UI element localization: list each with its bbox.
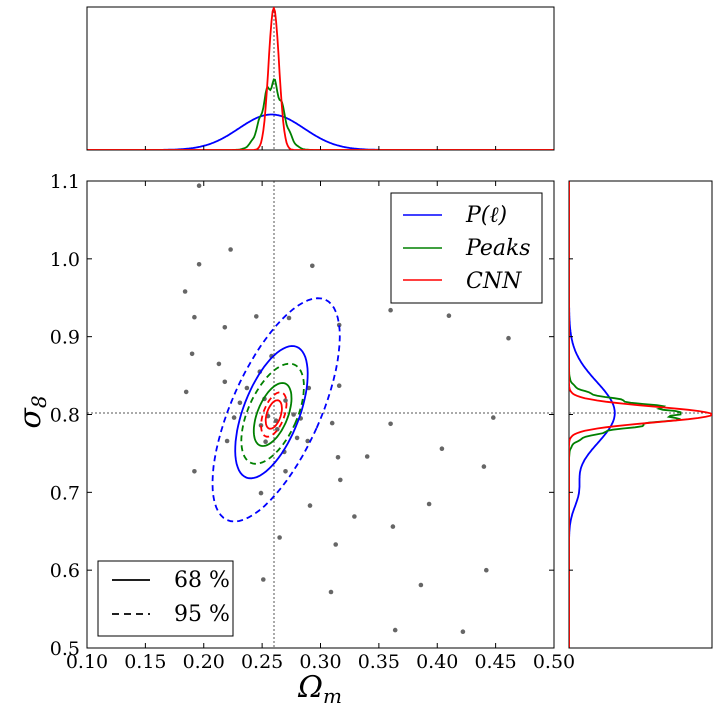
- scatter-point: [192, 469, 197, 474]
- scatter-point: [182, 289, 188, 294]
- right-marginal-panel: [568, 180, 713, 649]
- scatter-point: [328, 589, 334, 595]
- scatter-point: [352, 514, 357, 519]
- scatter-point: [258, 490, 264, 496]
- x-axis-label: Ωm: [297, 670, 342, 708]
- y-axis-label: σ8: [13, 395, 51, 428]
- scatter-point: [491, 415, 496, 420]
- scatter-point: [222, 379, 228, 385]
- scatter-point: [390, 524, 396, 529]
- contour-cnn-68: [264, 399, 283, 430]
- scatter-point: [291, 412, 296, 417]
- scatter-point: [481, 464, 487, 469]
- marginal-sigma-p: [569, 181, 616, 648]
- scatter-point: [338, 477, 343, 483]
- x-tick-label: 0.30: [299, 651, 341, 673]
- marginal-sigma-peaks: [569, 181, 682, 648]
- scatter-point: [258, 423, 264, 428]
- scatter-point: [189, 351, 195, 357]
- x-tick-label: 0.25: [241, 651, 283, 673]
- level-legend: 68 % 95 %: [97, 560, 234, 637]
- scatter-point: [329, 420, 335, 426]
- scatter-point: [224, 438, 230, 444]
- scatter-point: [388, 307, 393, 313]
- x-tick-label: 0.45: [474, 651, 516, 673]
- right-marginal-frame: [568, 180, 713, 649]
- scatter-point: [506, 335, 511, 341]
- x-tick-label: 0.20: [183, 651, 225, 673]
- y-tick-label: 0.7: [50, 482, 80, 504]
- scatter-point: [305, 438, 311, 444]
- top-marginal-panel: [86, 6, 555, 151]
- scatter-point: [310, 263, 315, 269]
- scatter-point: [244, 385, 250, 391]
- scatter-point: [196, 262, 202, 267]
- legend-label-peaks: Peaks: [465, 236, 531, 261]
- scatter-point: [231, 415, 237, 420]
- scatter-point: [294, 435, 300, 441]
- scatter-point: [286, 315, 292, 321]
- scatter-point: [364, 454, 370, 459]
- x-tick-label: 0.40: [416, 651, 458, 673]
- scatter-point: [196, 183, 202, 188]
- scatter-point: [388, 421, 393, 427]
- x-tick-label: 0.15: [124, 651, 166, 673]
- scatter-point: [336, 322, 342, 328]
- legend-label-68: 68 %: [174, 568, 230, 593]
- scatter-point: [228, 247, 233, 252]
- x-tick-label: 0.50: [533, 651, 575, 673]
- contour-peaks-95: [240, 362, 305, 465]
- scatter-point: [426, 501, 432, 507]
- contour-peaks-68: [252, 382, 293, 447]
- contour-cnn-95: [260, 391, 288, 438]
- level-legend-box: [97, 560, 234, 637]
- y-tick-label: 0.8: [50, 405, 80, 427]
- scatter-point: [336, 383, 342, 389]
- scatter-point: [222, 325, 228, 330]
- scatter-point: [333, 542, 339, 547]
- scatter-point: [283, 469, 288, 474]
- scatter-point: [277, 535, 282, 540]
- scatter-point: [335, 455, 341, 460]
- scatter-point: [307, 503, 313, 508]
- y-tick-label: 0.6: [50, 560, 80, 582]
- scatter-point: [283, 398, 288, 403]
- top-marginal-frame: [86, 6, 555, 151]
- scatter-point: [392, 627, 398, 633]
- x-tick-label: 0.35: [358, 651, 400, 673]
- scatter-point: [439, 446, 445, 452]
- scatter-point: [216, 361, 222, 367]
- legend-label-cnn: CNN: [466, 269, 522, 294]
- legend-label-p: P(ℓ): [465, 203, 507, 228]
- scatter-point: [183, 389, 189, 395]
- scatter-point: [192, 314, 197, 320]
- y-tick-label: 0.5: [50, 638, 80, 660]
- series-legend: P(ℓ) Peaks CNN: [390, 192, 543, 304]
- x-tick-label: 0.10: [66, 651, 108, 673]
- scatter-point: [263, 439, 268, 445]
- scatter-point: [418, 582, 424, 588]
- legend-label-95: 95 %: [174, 602, 230, 627]
- scatter-point: [484, 567, 489, 573]
- scatter-point: [261, 577, 266, 582]
- contour-p-95: [211, 297, 341, 523]
- y-tick-label: 0.9: [50, 327, 80, 349]
- scatter-point: [460, 629, 466, 634]
- contour-p-68: [234, 345, 309, 480]
- scatter-point: [253, 314, 259, 319]
- scatter-point: [446, 313, 452, 319]
- y-tick-label: 1.1: [50, 171, 80, 193]
- scatter-point: [237, 400, 243, 406]
- y-tick-label: 1.0: [50, 249, 80, 271]
